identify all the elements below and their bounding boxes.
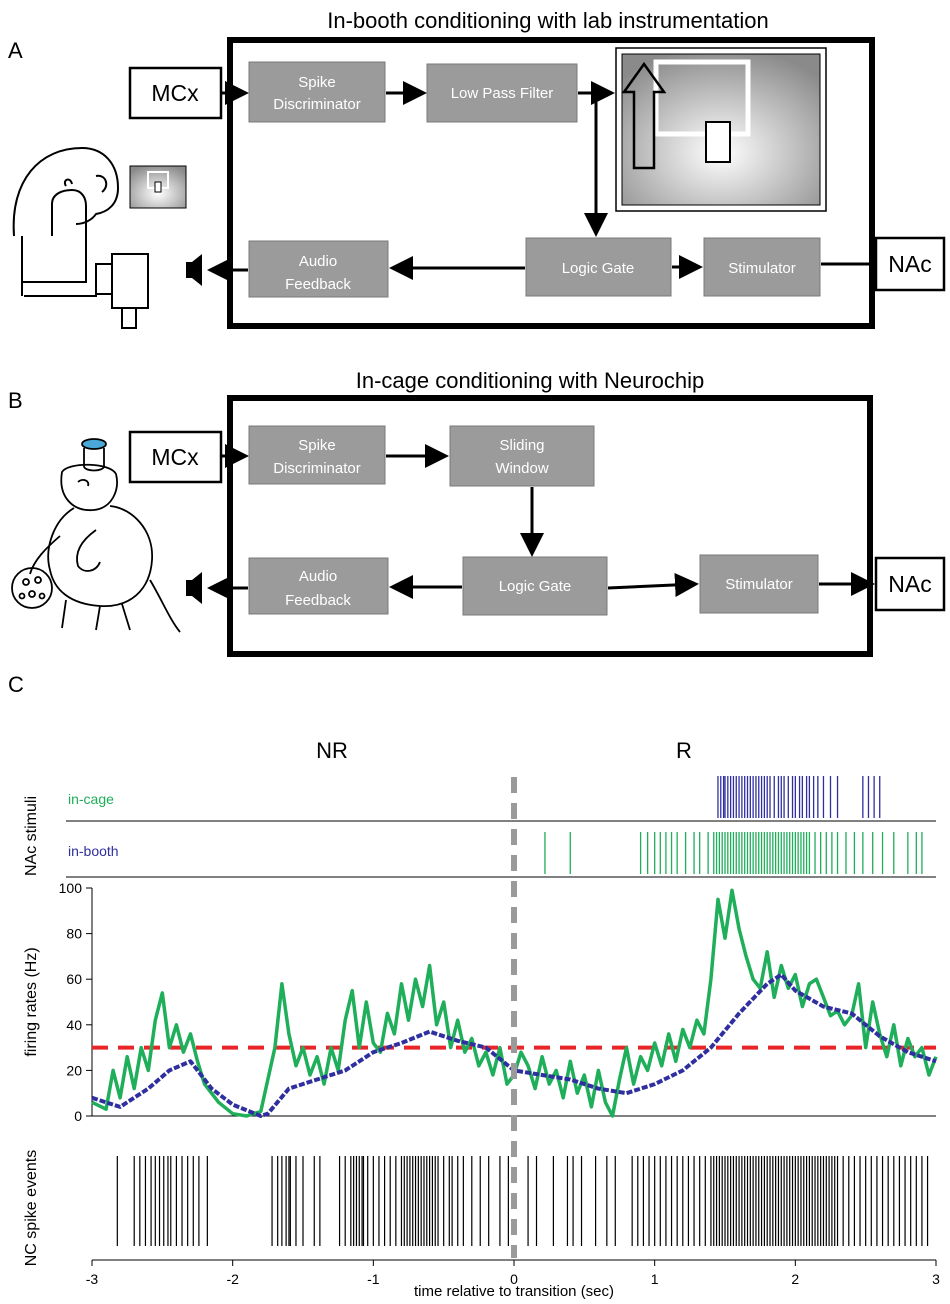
panel-b: B In-cage conditioning with Neurochip MC…: [8, 368, 946, 657]
low-pass-filter-label: Low Pass Filter: [451, 85, 554, 102]
logic-gate-b-label: Logic Gate: [499, 578, 572, 595]
in-cage-stimulus-raster: [717, 776, 881, 818]
audio-feedback-b-line2: Feedback: [285, 592, 351, 609]
region-label-r: R: [676, 738, 692, 763]
stimulator-label: Stimulator: [728, 260, 796, 277]
panel-b-title: In-cage conditioning with Neurochip: [356, 368, 705, 393]
logic-gate-label: Logic Gate: [562, 260, 635, 277]
nac-output-box-b: [874, 556, 946, 612]
low-pass-filter-block: [426, 63, 578, 123]
logic-gate-block: [525, 237, 672, 297]
sliding-window-line1: Sliding: [499, 437, 544, 454]
x-tick-label: 3: [932, 1271, 940, 1287]
nc-spike-raster: [116, 1156, 929, 1246]
audio-feedback-b-line1: Audio: [299, 568, 337, 585]
speaker-icon: [186, 254, 202, 286]
x-tick-label: -3: [86, 1271, 99, 1287]
y-tick-label: 100: [59, 880, 83, 896]
nc-spike-axis-label: NC spike events: [23, 1150, 40, 1267]
spike-discriminator-block-b: [248, 425, 386, 485]
spike-discriminator-line1: Spike: [298, 74, 336, 91]
y-ticks: 0 20 40 60 80 100: [59, 880, 92, 1124]
series-in-cage-line: [91, 972, 937, 1118]
y-tick-label: 40: [66, 1017, 82, 1033]
in-booth-stimulus-raster: [544, 832, 923, 874]
target-square: [653, 59, 751, 137]
spike-discriminator-line2: Discriminator: [273, 96, 361, 113]
x-tick-label: -2: [226, 1271, 239, 1287]
x-tick-label: 2: [791, 1271, 799, 1287]
mini-monitor-icon: [129, 165, 187, 209]
logic-gate-block-b: [462, 556, 608, 616]
x-tick-label: -1: [367, 1271, 380, 1287]
stimulator-block: [703, 237, 821, 297]
y-tick-label: 0: [74, 1108, 82, 1124]
mcx-label: MCx: [151, 80, 199, 106]
monkey-cage-illustration: [11, 438, 181, 633]
stimulator-block-b: [699, 554, 819, 614]
y-tick-label: 20: [66, 1062, 82, 1078]
spike-discriminator-b-line2: Discriminator: [273, 460, 361, 477]
panel-letter-a: A: [8, 38, 23, 63]
series-in-booth-line: [91, 888, 938, 1118]
instrumentation-frame: [227, 37, 875, 329]
speaker-icon-b: [186, 572, 202, 604]
x-ticks: -3 -2 -1 0 1 2 3: [86, 1260, 940, 1287]
panel-c: C NR R NAc stimuli in-cage in-booth firi…: [8, 672, 940, 1300]
nac-stimuli-axis-label: NAc stimuli: [23, 796, 40, 876]
audio-feedback-line2: Feedback: [285, 276, 351, 293]
y-tick-label: 60: [66, 971, 82, 987]
x-tick-label: 0: [510, 1271, 518, 1287]
y-tick-label: 80: [66, 926, 82, 942]
sliding-window-line2: Window: [495, 460, 549, 477]
sliding-window-block: [449, 425, 595, 487]
cursor-box: [705, 121, 731, 163]
nac-output-box: [874, 236, 946, 292]
monkey-booth-illustration: [12, 146, 149, 329]
nac-label-b: NAc: [888, 571, 931, 597]
legend-in-booth: in-booth: [68, 843, 119, 859]
audio-feedback-block-b: [248, 557, 389, 615]
panel-a-title: In-booth conditioning with lab instrumen…: [327, 8, 769, 33]
audio-feedback-block: [248, 240, 389, 298]
spike-discriminator-b-line1: Spike: [298, 437, 336, 454]
firing-rate-lines: [91, 888, 938, 1118]
spike-discriminator-block: [248, 61, 386, 123]
x-tick-label: 1: [651, 1271, 659, 1287]
audio-feedback-line1: Audio: [299, 253, 337, 270]
region-label-nr: NR: [316, 738, 348, 763]
task-monitor: [615, 47, 827, 212]
stimulator-b-label: Stimulator: [725, 576, 793, 593]
nac-label: NAc: [888, 251, 931, 277]
mcx-input-box: [128, 66, 223, 120]
mcx-label-b: MCx: [151, 444, 199, 470]
panel-letter-b: B: [8, 388, 23, 413]
firing-rate-axis-label: firing rates (Hz): [23, 947, 40, 1056]
panel-letter-c: C: [8, 672, 24, 697]
mcx-input-box-b: [128, 430, 223, 484]
legend-in-cage: in-cage: [68, 791, 114, 807]
up-arrow-icon: [621, 61, 667, 170]
neurochip-frame: [227, 395, 873, 657]
panel-a: A In-booth conditioning with lab instrum…: [8, 8, 946, 329]
x-axis-label: time relative to transition (sec): [414, 1283, 614, 1300]
